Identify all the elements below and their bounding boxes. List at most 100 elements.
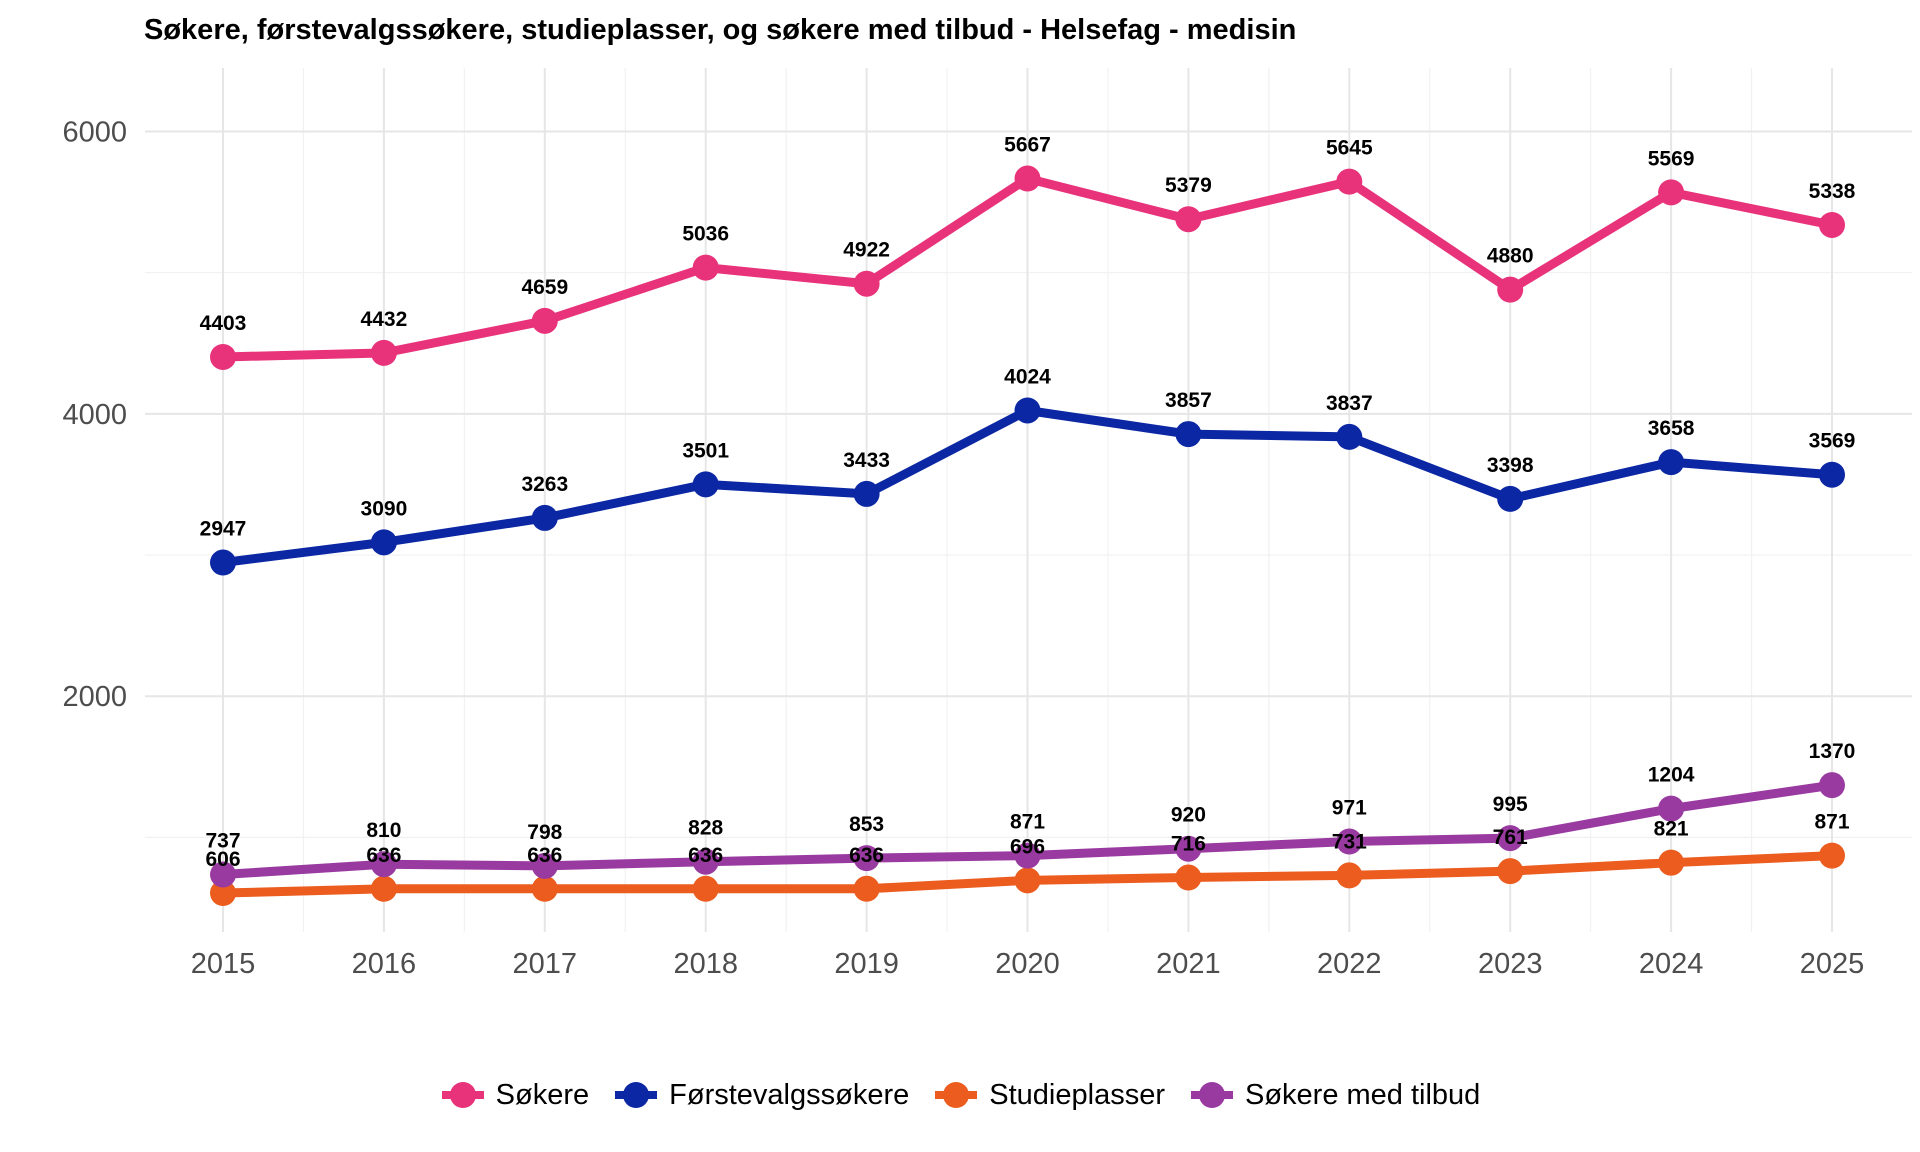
data-label: 920: [1171, 804, 1206, 827]
data-label: 4432: [361, 308, 408, 331]
data-point: [692, 875, 719, 902]
legend-item: Studieplasser: [933, 1078, 1165, 1112]
y-tick-label: 2000: [62, 681, 127, 713]
x-tick-label: 2021: [1156, 948, 1221, 980]
data-label: 5569: [1648, 147, 1695, 170]
data-label: 4922: [843, 239, 890, 262]
data-point: [853, 845, 880, 872]
data-label: 871: [1814, 811, 1849, 834]
data-point: [531, 307, 558, 334]
x-tick-label: 2019: [834, 948, 899, 980]
data-point: [1819, 772, 1845, 799]
data-point: [1819, 211, 1845, 238]
data-label: 737: [205, 830, 240, 853]
data-label: 4880: [1487, 245, 1534, 268]
x-tick-label: 2023: [1478, 948, 1543, 980]
data-point: [210, 880, 236, 907]
data-point: [853, 875, 880, 902]
data-label: 1204: [1648, 764, 1695, 787]
data-label: 606: [205, 848, 240, 871]
data-point: [531, 852, 558, 879]
legend-label: Førstevalgssøkere: [669, 1078, 910, 1111]
data-point: [853, 480, 880, 507]
chart-title: Søkere, førstevalgssøkere, studieplasser…: [144, 14, 1297, 46]
legend-item: Søkere med tilbud: [1189, 1078, 1480, 1112]
data-point: [1014, 867, 1041, 894]
data-label: 5379: [1165, 174, 1212, 197]
x-tick-label: 2016: [352, 948, 417, 980]
data-point: [1014, 842, 1041, 869]
x-tick-label: 2015: [191, 948, 256, 980]
data-label: 5036: [682, 223, 729, 246]
data-point: [210, 549, 236, 576]
data-labels: 606 636 636 636 636 696 716 731 761 821 871 737 810 7…: [200, 134, 1856, 871]
legend-key-icon: [615, 1082, 658, 1108]
data-point: [1175, 835, 1202, 862]
data-point: [370, 851, 397, 878]
data-label: 636: [366, 844, 401, 867]
data-label: 3837: [1326, 392, 1373, 415]
data-label: 761: [1493, 826, 1528, 849]
data-label: 636: [688, 844, 723, 867]
legend-item: Søkere: [440, 1078, 589, 1112]
data-label: 4403: [200, 312, 247, 335]
data-point: [1175, 206, 1202, 233]
legend-item: Førstevalgssøkere: [613, 1078, 909, 1112]
data-label: 5667: [1004, 134, 1051, 157]
data-point: [1336, 423, 1363, 450]
legend-key-icon: [935, 1082, 978, 1108]
x-tick-label: 2022: [1317, 948, 1382, 980]
legend-label: Søkere med tilbud: [1244, 1078, 1481, 1111]
data-point: [1819, 842, 1845, 869]
data-point: [1497, 276, 1524, 303]
data-label: 3090: [361, 497, 408, 520]
data-label: 3263: [521, 473, 568, 496]
legend: Søkere Førstevalgssøkere Studieplasser Søke…: [0, 1078, 1920, 1112]
data-point: [1014, 397, 1041, 424]
x-tick-label: 2025: [1800, 948, 1865, 980]
data-point: [1336, 828, 1363, 855]
x-tick-label: 2024: [1639, 948, 1704, 980]
data-label: 5645: [1326, 137, 1373, 160]
x-tick-label: 2020: [995, 948, 1060, 980]
legend-key-icon: [441, 1082, 484, 1108]
data-point: [1497, 825, 1524, 852]
legend-key-icon: [1190, 1082, 1233, 1108]
data-label: 995: [1493, 793, 1528, 816]
data-label: 3501: [682, 439, 729, 462]
data-label: 4024: [1004, 365, 1051, 388]
x-axis: 2015 2016 2017 2018 2019 2020 2021 2022 2023 2024…: [191, 948, 1865, 980]
data-label: 3398: [1487, 454, 1534, 477]
data-point: [1014, 165, 1041, 192]
data-label: 971: [1332, 797, 1367, 820]
data-point: [210, 343, 236, 370]
y-tick-label: 6000: [62, 117, 127, 149]
data-point: [1658, 849, 1685, 876]
data-point: [370, 875, 397, 902]
data-label: 5338: [1809, 180, 1856, 203]
data-label: 716: [1171, 833, 1206, 856]
data-point: [1658, 795, 1685, 822]
data-label: 3569: [1809, 430, 1856, 453]
data-label: 3433: [843, 449, 890, 472]
data-point: [1658, 179, 1685, 206]
data-label: 821: [1654, 818, 1689, 841]
data-label: 3857: [1165, 389, 1212, 412]
data-point: [692, 254, 719, 281]
y-tick-label: 4000: [62, 399, 127, 431]
data-point: [370, 529, 397, 556]
y-axis: 2000 4000 6000: [62, 117, 127, 714]
data-point: [1175, 864, 1202, 891]
data-label: 828: [688, 817, 723, 840]
data-label: 871: [1010, 811, 1045, 834]
grid-lines: [145, 68, 1912, 932]
data-label: 636: [527, 844, 562, 867]
data-point: [531, 504, 558, 531]
legend-label: Studieplasser: [989, 1078, 1165, 1111]
data-point: [1175, 421, 1202, 448]
data-point: [1819, 461, 1845, 488]
data-label: 1370: [1809, 740, 1856, 763]
data-label: 2947: [200, 518, 247, 541]
data-point: [531, 875, 558, 902]
